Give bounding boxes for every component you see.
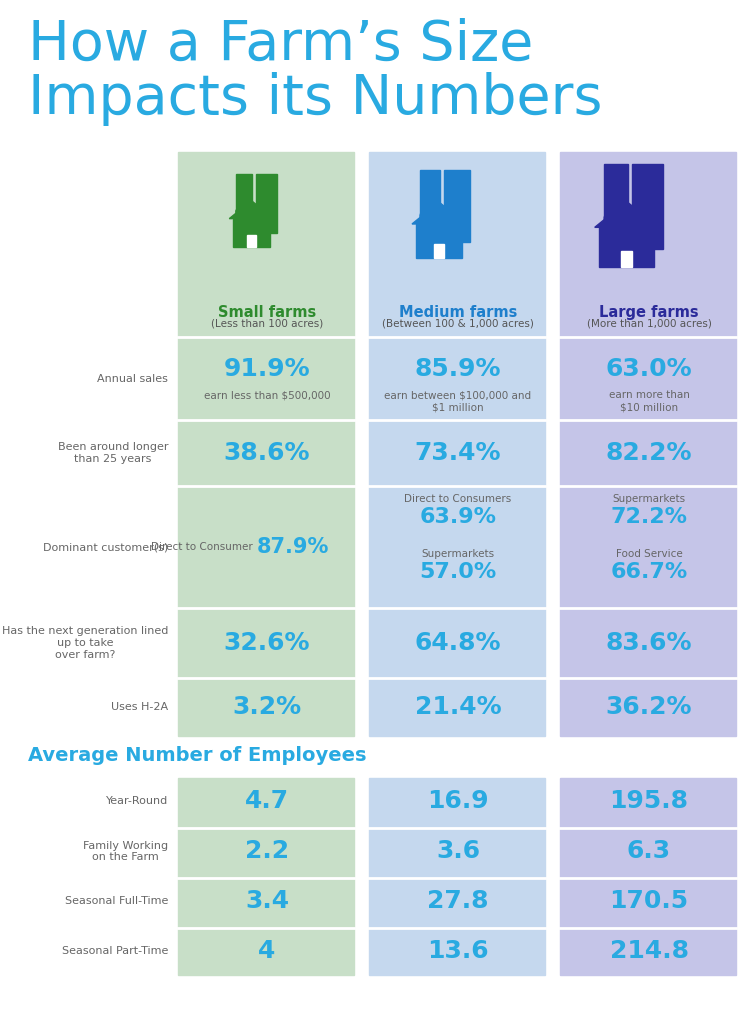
Text: 6.3: 6.3 [627,840,671,863]
Bar [420,170,440,222]
Ellipse shape [633,229,663,251]
Text: 21.4%: 21.4% [415,695,501,719]
Text: Impacts its Numbers: Impacts its Numbers [28,72,603,126]
Text: Year-Round: Year-Round [106,797,168,807]
Text: Annual sales: Annual sales [97,374,168,384]
Text: 27.8: 27.8 [427,890,489,913]
Text: 13.6: 13.6 [427,939,489,964]
Text: earn less than $500,000: earn less than $500,000 [203,390,330,400]
Ellipse shape [604,210,628,226]
Polygon shape [412,202,466,224]
Ellipse shape [444,225,470,244]
Polygon shape [595,202,659,227]
Text: 4.7: 4.7 [245,790,289,813]
Polygon shape [229,201,273,219]
Text: Small farms: Small farms [218,305,316,319]
Text: 63.9%: 63.9% [419,507,496,527]
Text: Family Working
on the Farm: Family Working on the Farm [83,841,168,862]
Text: 38.6%: 38.6% [224,441,310,465]
Text: Medium farms: Medium farms [399,305,517,319]
Text: Supermarkets: Supermarkets [422,549,495,559]
Text: Direct to Consumer: Direct to Consumer [151,542,253,552]
Text: 3.6: 3.6 [436,840,480,863]
Text: Seasonal Part-Time: Seasonal Part-Time [62,946,168,956]
Text: Has the next generation lined
up to take
over farm?: Has the next generation lined up to take… [1,627,168,659]
Text: (Less than 100 acres): (Less than 100 acres) [211,319,323,329]
Text: Direct to Consumers: Direct to Consumers [405,494,512,504]
Bar [256,174,277,233]
Text: 63.0%: 63.0% [606,356,692,381]
Bar [600,227,653,267]
Text: Seasonal Full-Time: Seasonal Full-Time [65,896,168,906]
Bar [560,152,736,337]
Text: 91.9%: 91.9% [224,356,311,381]
Text: 3.4: 3.4 [245,890,289,913]
Bar [178,337,354,736]
Text: 3.2%: 3.2% [232,695,302,719]
Bar [369,152,545,337]
Text: Dominant customer(s): Dominant customer(s) [42,542,168,552]
Text: (More than 1,000 acres): (More than 1,000 acres) [586,319,711,329]
Text: 195.8: 195.8 [609,790,688,813]
Text: Supermarkets: Supermarkets [612,494,685,504]
Text: 64.8%: 64.8% [415,631,501,655]
Text: earn between $100,000 and
$1 million: earn between $100,000 and $1 million [384,390,532,412]
Text: Food Service: Food Service [615,549,682,559]
Text: Average Number of Employees: Average Number of Employees [28,746,367,765]
Bar [247,236,256,247]
Bar [369,337,545,736]
Text: 85.9%: 85.9% [415,356,501,381]
Bar [633,164,663,249]
Text: Been around longer
than 25 years: Been around longer than 25 years [57,442,168,464]
Bar [178,778,354,975]
Bar [178,152,354,337]
Text: 87.9%: 87.9% [257,537,329,557]
Text: 82.2%: 82.2% [606,441,692,465]
Text: (Between 100 & 1,000 acres): (Between 100 & 1,000 acres) [382,319,534,329]
Text: Uses H-2A: Uses H-2A [111,702,168,712]
Text: 2.2: 2.2 [245,840,289,863]
Text: 66.7%: 66.7% [610,562,688,582]
Text: How a Farm’s Size: How a Farm’s Size [28,18,533,72]
Bar [604,164,628,225]
Text: 73.4%: 73.4% [415,441,501,465]
Text: 72.2%: 72.2% [610,507,688,527]
Text: 16.9: 16.9 [427,790,489,813]
Text: 36.2%: 36.2% [606,695,692,719]
Text: Large farms: Large farms [599,305,699,319]
Text: 83.6%: 83.6% [606,631,692,655]
Text: 32.6%: 32.6% [224,631,310,655]
Text: 4: 4 [259,939,276,964]
Text: earn more than
$10 million: earn more than $10 million [609,390,689,412]
Text: 214.8: 214.8 [609,939,688,964]
Bar [232,219,270,247]
Bar [236,174,253,217]
Bar [560,778,736,975]
Bar [416,224,462,258]
Bar [444,170,470,242]
Bar [434,244,444,258]
Bar [621,251,633,267]
Ellipse shape [256,219,277,234]
Text: 57.0%: 57.0% [419,562,497,582]
Ellipse shape [236,206,253,217]
Text: 170.5: 170.5 [609,890,688,913]
Bar [369,778,545,975]
Bar [560,337,736,736]
Ellipse shape [420,209,440,223]
